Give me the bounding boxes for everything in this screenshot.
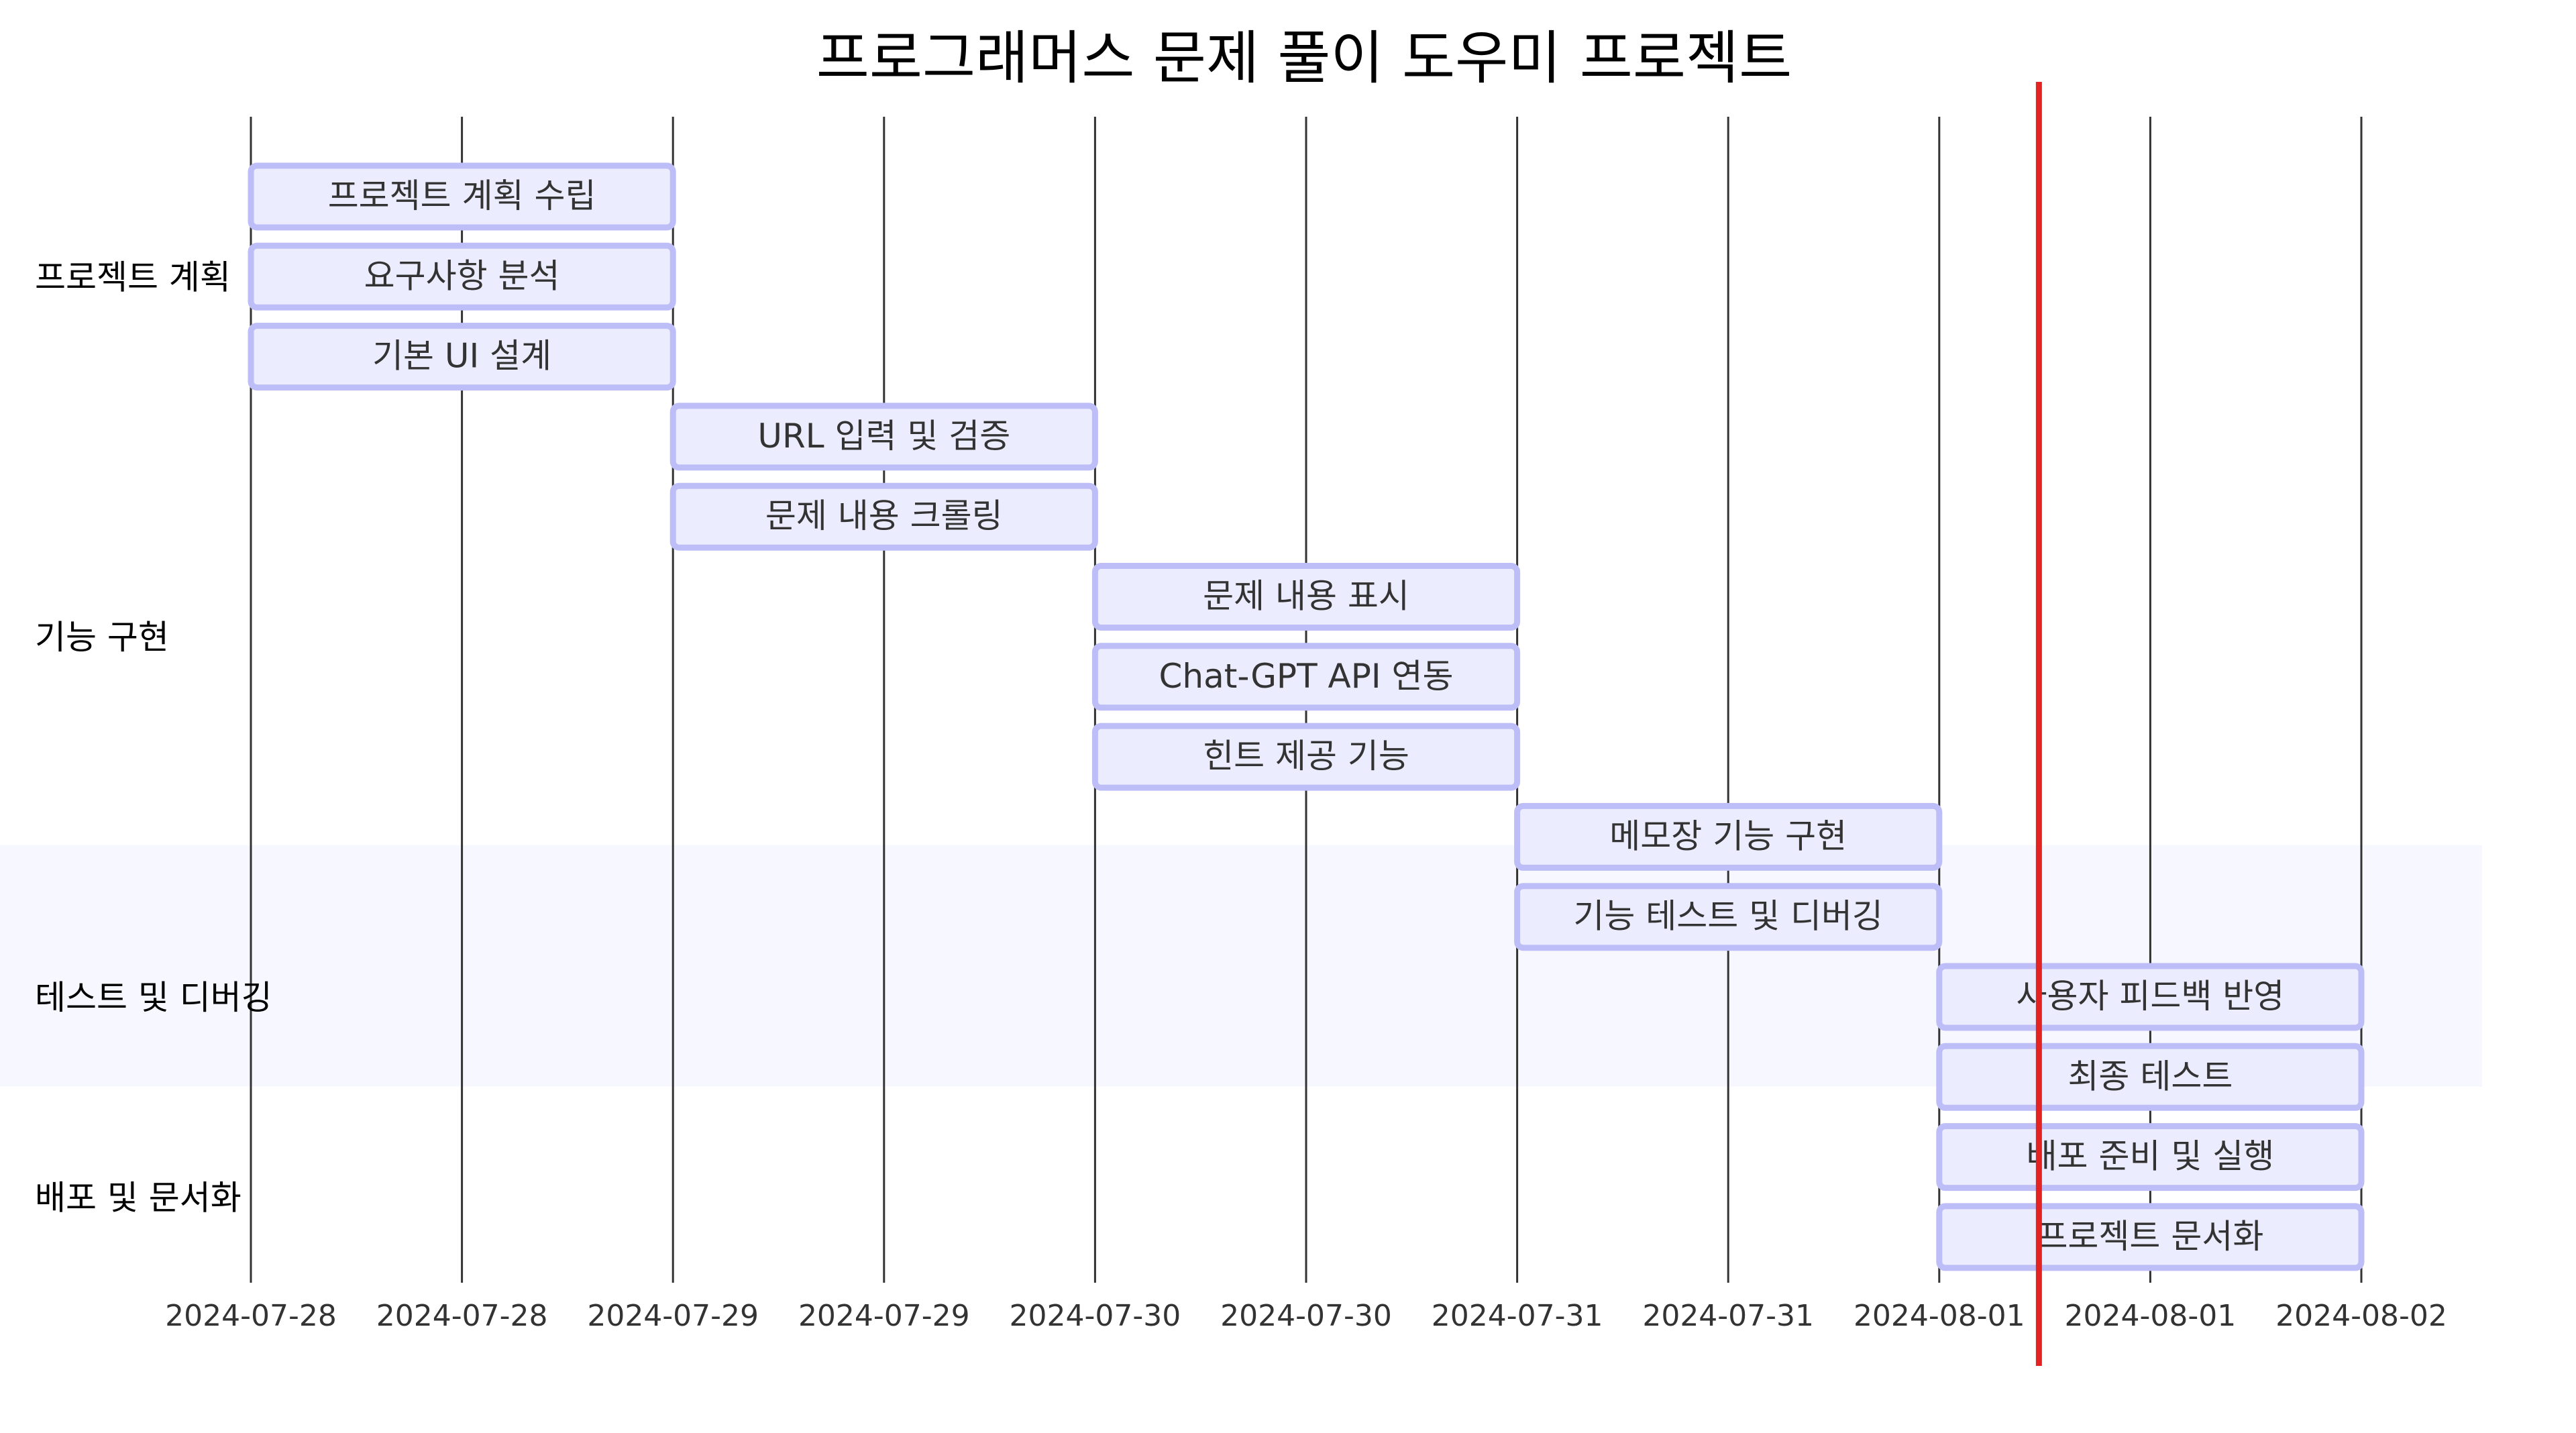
task-label: 문제 내용 표시 bbox=[1203, 577, 1409, 616]
task-label: URL 입력 및 검증 bbox=[757, 417, 1010, 456]
task-bar bbox=[248, 242, 676, 311]
section-label: 프로젝트 계획 bbox=[35, 258, 231, 297]
x-tick-label: 2024-07-30 bbox=[1220, 1299, 1392, 1333]
x-tick-label: 2024-07-31 bbox=[1642, 1299, 1814, 1333]
task-label: 힌트 제공 기능 bbox=[1203, 737, 1409, 776]
task-label: 메모장 기능 구현 bbox=[1609, 816, 1847, 855]
chart-title: 프로그래머스 문제 풀이 도우미 프로젝트 bbox=[816, 25, 1792, 92]
x-tick-label: 2024-07-31 bbox=[1432, 1299, 1603, 1333]
task-bar bbox=[1091, 563, 1521, 631]
task-bar bbox=[669, 482, 1098, 551]
task-bar bbox=[248, 162, 676, 231]
task-bar bbox=[248, 323, 676, 391]
x-axis-ticks: 2024-07-28 2024-07-28 2024-07-29 2024-07-29… bbox=[165, 1299, 2447, 1333]
task-label: 최종 테스트 bbox=[2068, 1057, 2233, 1096]
task-bar bbox=[1514, 802, 1943, 871]
task-label: 프로젝트 문서화 bbox=[2037, 1217, 2263, 1256]
task-label: 사용자 피드백 반영 bbox=[2017, 977, 2285, 1016]
task-bar bbox=[1091, 643, 1521, 711]
task-label: 기능 테스트 및 디버깅 bbox=[1573, 897, 1883, 936]
task-bar bbox=[1936, 1043, 2365, 1111]
task-bar bbox=[1091, 723, 1521, 791]
task-label: 기본 UI 설계 bbox=[372, 337, 551, 376]
task-bar bbox=[1936, 1203, 2365, 1271]
task-bar bbox=[1936, 963, 2365, 1031]
task-label: 요구사항 분석 bbox=[364, 256, 560, 295]
x-tick-label: 2024-07-28 bbox=[376, 1299, 548, 1333]
section-label: 테스트 및 디버깅 bbox=[35, 978, 272, 1017]
x-tick-label: 2024-07-28 bbox=[165, 1299, 337, 1333]
x-tick-label: 2024-07-29 bbox=[798, 1299, 970, 1333]
x-tick-label: 2024-07-29 bbox=[587, 1299, 759, 1333]
x-tick-label: 2024-08-01 bbox=[1854, 1299, 2025, 1333]
section-label: 기능 구현 bbox=[35, 618, 169, 657]
task-label: 프로젝트 계획 수립 bbox=[328, 176, 596, 215]
x-tick-label: 2024-08-02 bbox=[2275, 1299, 2447, 1333]
task-label: 문제 내용 크롤링 bbox=[765, 496, 1003, 535]
section-label: 배포 및 문서화 bbox=[35, 1178, 241, 1217]
task-bar bbox=[669, 403, 1098, 471]
x-tick-label: 2024-08-01 bbox=[2065, 1299, 2237, 1333]
task-label: Chat-GPT API 연동 bbox=[1159, 657, 1453, 696]
task-bar bbox=[1936, 1123, 2365, 1191]
task-label: 배포 준비 및 실행 bbox=[2027, 1137, 2275, 1176]
x-tick-label: 2024-07-30 bbox=[1010, 1299, 1181, 1333]
task-bar bbox=[1514, 883, 1943, 951]
